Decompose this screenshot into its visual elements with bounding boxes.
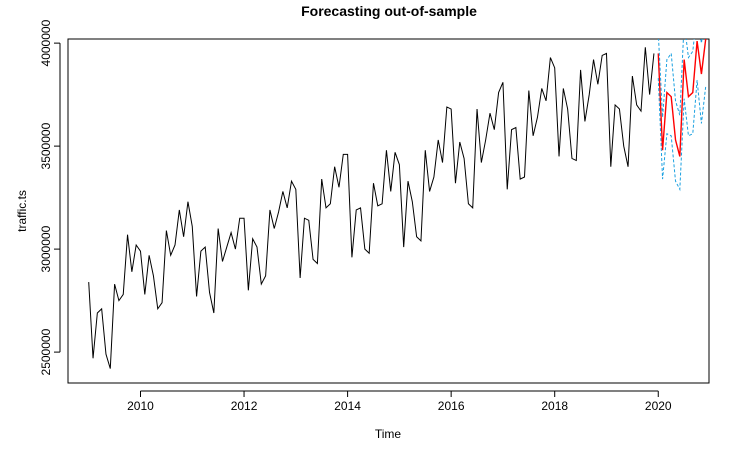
x-axis-label: Time (375, 427, 402, 441)
x-tick-label: 2016 (438, 399, 465, 413)
y-tick-label: 3500000 (39, 122, 53, 169)
y-axis: 2500000 3000000 3500000 4000000 (39, 19, 61, 375)
x-tick-label: 2012 (231, 399, 258, 413)
y-tick-label: 3000000 (39, 225, 53, 272)
y-tick-label: 2500000 (39, 328, 53, 375)
y-axis-label: traffic.ts (15, 190, 29, 232)
x-axis: 2010 2012 2014 2016 2018 2020 (127, 390, 672, 413)
x-tick-label: 2018 (541, 399, 568, 413)
x-tick-label: 2014 (334, 399, 361, 413)
series-line-upper-bound (658, 39, 703, 118)
y-tick-label: 4000000 (39, 19, 53, 66)
series-layer (88, 39, 707, 369)
chart-title: Forecasting out-of-sample (301, 3, 477, 19)
plot-frame (67, 38, 710, 384)
x-tick-label: 2020 (645, 399, 672, 413)
series-line-lower-bound (657, 78, 707, 192)
series-line-observed (88, 47, 655, 369)
x-tick-label: 2010 (127, 399, 154, 413)
series-line-forecast (657, 39, 707, 157)
